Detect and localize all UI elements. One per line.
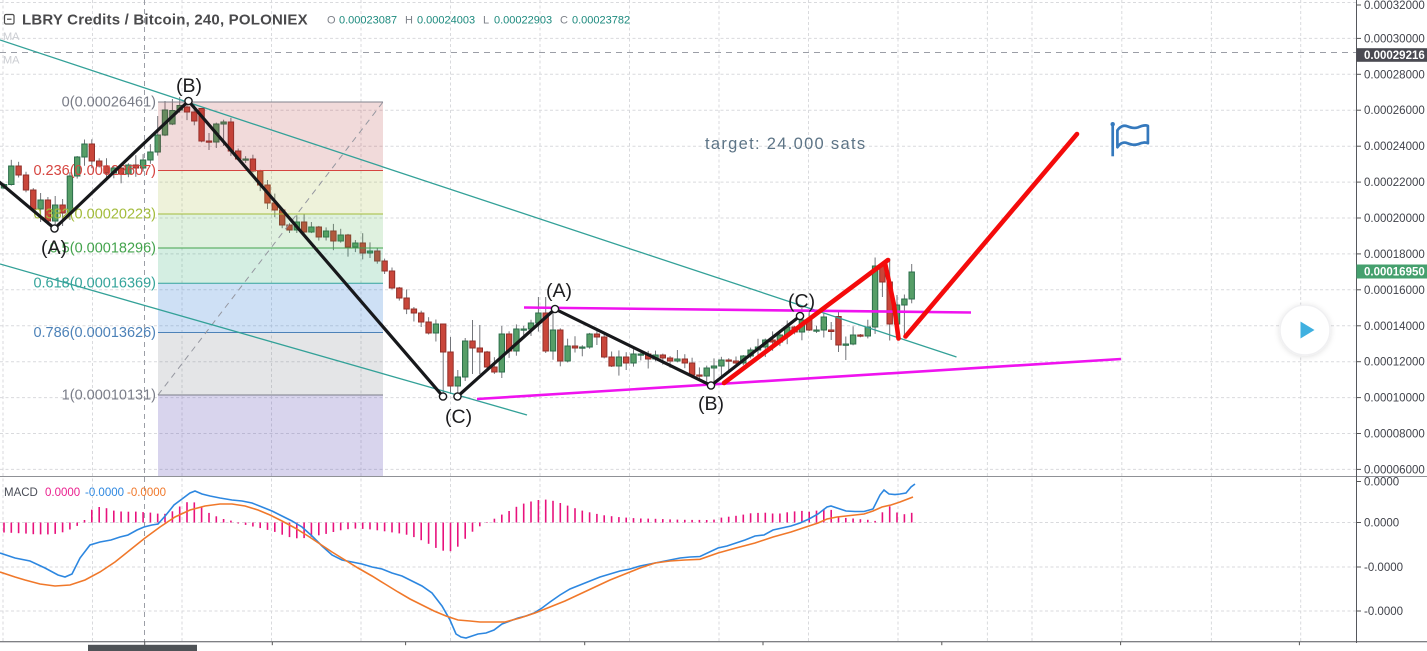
svg-text:(A): (A) [41, 237, 67, 259]
svg-text:0.00016950: 0.00016950 [1364, 267, 1425, 279]
svg-text:0.00006000: 0.00006000 [1364, 464, 1425, 476]
svg-text:0.00016000: 0.00016000 [1364, 285, 1425, 297]
svg-text:0.00010000: 0.00010000 [1364, 393, 1425, 405]
svg-text:0.00008000: 0.00008000 [1364, 429, 1425, 441]
svg-text:-0.0000: -0.0000 [1364, 562, 1403, 574]
svg-text:(C): (C) [788, 291, 815, 313]
svg-text:0.00028000: 0.00028000 [1364, 69, 1425, 81]
svg-text:target: 24.000 sats: target: 24.000 sats [705, 135, 866, 153]
svg-text:0.236(0.00022607): 0.236(0.00022607) [33, 163, 156, 179]
svg-text:-0.0000: -0.0000 [1364, 606, 1403, 618]
svg-text:0.00030000: 0.00030000 [1364, 33, 1425, 45]
svg-text:LBRY Credits / Bitcoin, 240, P: LBRY Credits / Bitcoin, 240, POLONIEX [22, 12, 308, 29]
svg-text:(C): (C) [445, 406, 472, 428]
svg-text:0.382(0.00020223): 0.382(0.00020223) [33, 207, 156, 223]
svg-text:0.00024000: 0.00024000 [1364, 141, 1425, 153]
svg-text:0(0.00026461): 0(0.00026461) [62, 95, 156, 111]
svg-text:0.00020000: 0.00020000 [1364, 213, 1425, 225]
svg-text:(B): (B) [176, 75, 202, 97]
svg-text:0.0000: 0.0000 [1364, 477, 1399, 489]
svg-text:MA: MA [3, 31, 20, 43]
svg-text:0.00012000: 0.00012000 [1364, 357, 1425, 369]
svg-text:0.00032000: 0.00032000 [1364, 0, 1425, 12]
svg-text:0.618(0.00016369): 0.618(0.00016369) [33, 276, 156, 292]
svg-text:(B): (B) [698, 393, 724, 415]
svg-text:MA: MA [3, 55, 20, 67]
svg-text:0.00014000: 0.00014000 [1364, 321, 1425, 333]
svg-text:0.5(0.00018296): 0.5(0.00018296) [50, 241, 156, 257]
svg-text:0.00018000: 0.00018000 [1364, 249, 1425, 261]
svg-text:0.00026000: 0.00026000 [1364, 105, 1425, 117]
svg-text:0.0000: 0.0000 [1364, 518, 1399, 530]
svg-text:1(0.00010131): 1(0.00010131) [62, 388, 156, 404]
svg-text:0.00029216: 0.00029216 [1364, 50, 1425, 62]
svg-text:0.786(0.00013626): 0.786(0.00013626) [33, 325, 156, 341]
svg-text:(A): (A) [546, 280, 572, 302]
svg-text:0.00022000: 0.00022000 [1364, 177, 1425, 189]
